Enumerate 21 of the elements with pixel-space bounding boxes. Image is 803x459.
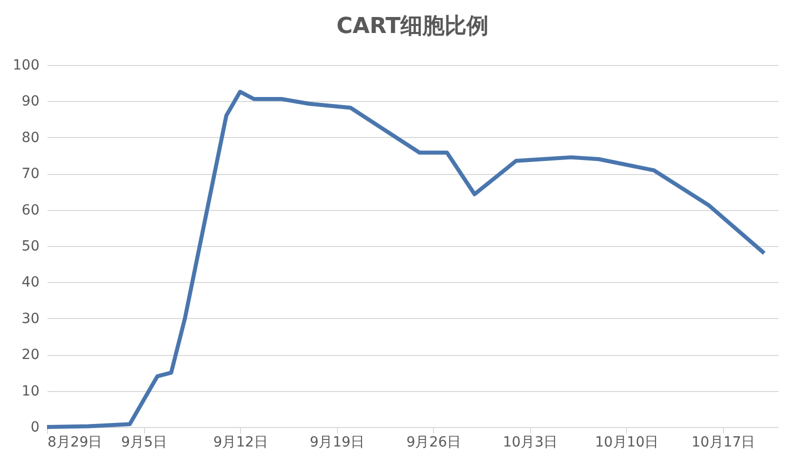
y-tick-label: 20 [22, 347, 40, 364]
x-tick-label: 8月29日 [48, 434, 102, 450]
x-tick-label: 10月17日 [692, 434, 756, 450]
y-tick-label: 30 [22, 310, 40, 327]
y-tick-label: 100 [12, 58, 40, 74]
y-tick-label: 70 [22, 166, 40, 182]
x-tick-label: 9月26日 [406, 434, 462, 450]
y-tick-label: 10 [22, 383, 40, 400]
x-tick-label: 10月10日 [594, 434, 659, 450]
y-tick-label: 0 [30, 420, 40, 436]
y-tick-label: 60 [22, 202, 40, 218]
line-series [45, 90, 766, 429]
y-tick-label: 80 [22, 130, 40, 146]
y-tick-label: 50 [22, 238, 40, 254]
x-tick-label: 9月19日 [310, 434, 365, 450]
x-tick-label: 10月3日 [502, 434, 558, 450]
x-tick-label: 9月12日 [213, 434, 268, 450]
y-tick-label: 90 [22, 94, 40, 110]
x-tick-label: 9月5日 [121, 434, 167, 450]
chart-title: CART细胞比例 [336, 14, 489, 39]
y-tick-label: 40 [22, 274, 40, 291]
